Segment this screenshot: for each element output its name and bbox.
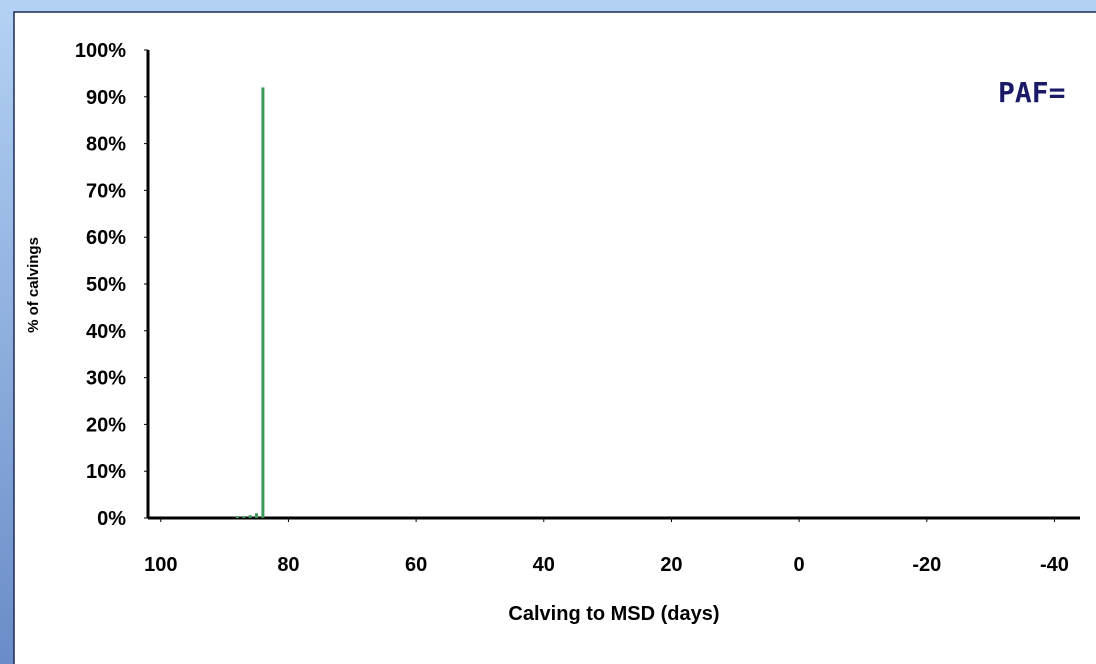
x-tick-label: 40 bbox=[533, 554, 555, 576]
x-tick-label: 100 bbox=[144, 554, 177, 576]
y-tick-label: 50% bbox=[86, 274, 126, 296]
x-tick-label: 80 bbox=[277, 554, 299, 576]
y-tick-label: 70% bbox=[86, 180, 126, 202]
x-tick-label: 0 bbox=[794, 554, 805, 576]
bar bbox=[248, 515, 252, 518]
bar bbox=[242, 516, 246, 518]
plot-panel bbox=[13, 11, 1096, 664]
bar bbox=[235, 516, 239, 518]
bar bbox=[261, 87, 265, 518]
x-tick-label: -20 bbox=[912, 554, 941, 576]
y-tick-label: 60% bbox=[86, 227, 126, 249]
bar bbox=[255, 513, 259, 518]
y-tick-label: 30% bbox=[86, 368, 126, 390]
x-tick-label: 20 bbox=[660, 554, 682, 576]
y-axis-label: % of calvings bbox=[25, 237, 42, 333]
y-tick-label: 0% bbox=[97, 508, 126, 530]
y-tick-label: 20% bbox=[86, 414, 126, 436]
x-axis-label: Calving to MSD (days) bbox=[508, 603, 719, 625]
y-tick-label: 80% bbox=[86, 134, 126, 156]
y-tick-label: 90% bbox=[86, 87, 126, 109]
x-tick-label: 60 bbox=[405, 554, 427, 576]
annotation: PAF= bbox=[998, 76, 1065, 109]
y-tick-label: 10% bbox=[86, 461, 126, 483]
y-tick-label: 100% bbox=[75, 40, 126, 62]
y-tick-label: 40% bbox=[86, 321, 126, 343]
x-tick-label: -40 bbox=[1040, 554, 1069, 576]
